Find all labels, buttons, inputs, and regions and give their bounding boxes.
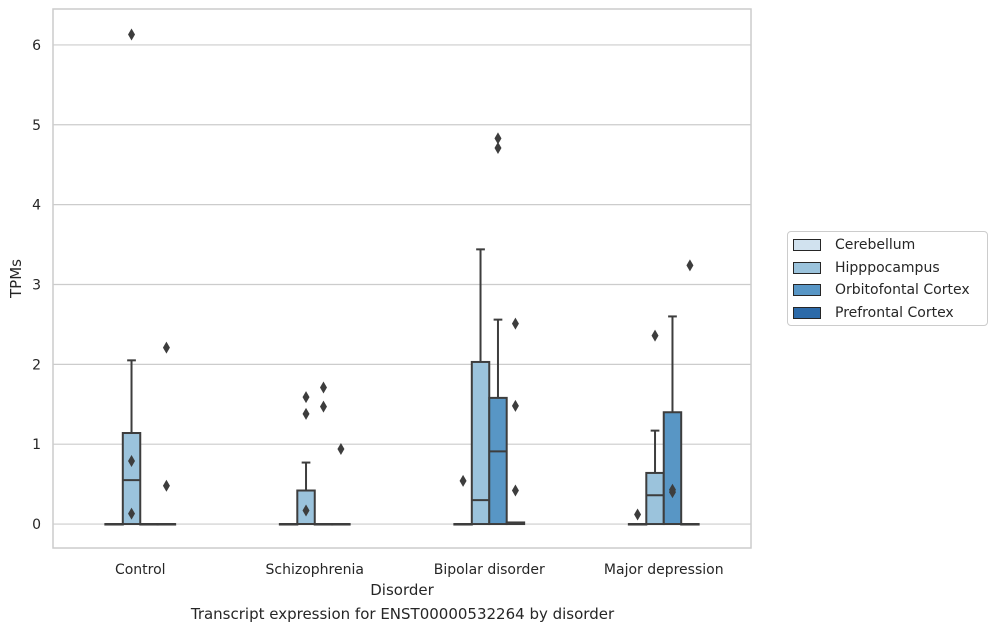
legend-swatch-cerebellum [793, 239, 821, 251]
y-tick-label: 4 [32, 198, 41, 214]
y-tick-label: 3 [32, 277, 41, 293]
box-0-3 [627, 508, 648, 526]
x-axis-title: Disorder [370, 581, 434, 599]
x-tick-label: Major depression [604, 562, 724, 578]
y-tick-label: 5 [32, 118, 41, 134]
legend: Cerebellum Hipppocampus Orbitofontal Cor… [787, 231, 988, 326]
box-1-0 [121, 28, 142, 526]
box-3-0 [156, 341, 177, 526]
box-iqr [662, 411, 683, 526]
legend-label-prefrontal: Prefrontal Cortex [835, 305, 954, 321]
box-1-1 [296, 391, 316, 526]
outlier-point [302, 407, 310, 420]
legend-swatch-hippocampus [793, 262, 821, 274]
outlier-point [337, 442, 345, 455]
x-tick-label: Schizophrenia [266, 562, 364, 578]
box-iqr [488, 396, 508, 526]
box-1-3 [645, 329, 665, 526]
y-axis-title: TPMs [7, 259, 25, 299]
box-2-2 [488, 132, 508, 526]
legend-item-hippocampus: Hipppocampus [793, 258, 940, 278]
outlier-point [668, 486, 676, 499]
plot-frame [52, 8, 752, 549]
outlier-point [634, 508, 642, 521]
legend-item-orbitofrontal: Orbitofontal Cortex [793, 280, 970, 300]
outlier-point [162, 341, 170, 354]
x-tick-label: Control [115, 562, 166, 578]
box-3-1 [331, 442, 351, 526]
outlier-point [511, 317, 519, 330]
box-3-2 [505, 317, 526, 526]
box-0-0 [104, 523, 124, 526]
box-0-1 [278, 523, 299, 526]
outlier-point [302, 391, 310, 404]
outlier-point [162, 479, 170, 492]
y-tick-label: 1 [32, 437, 41, 453]
box-1-2 [470, 248, 491, 526]
box-3-3 [680, 259, 700, 526]
outlier-point [494, 132, 502, 145]
legend-label-cerebellum: Cerebellum [835, 237, 916, 253]
y-tick-label: 0 [32, 517, 41, 533]
box-iqr [121, 432, 142, 526]
outlier-point [494, 141, 502, 154]
outlier-point [686, 259, 694, 272]
outlier-point [511, 484, 519, 497]
y-tick-label: 6 [32, 38, 41, 54]
outlier-point [302, 504, 310, 517]
outlier-point [319, 381, 327, 394]
legend-item-cerebellum: Cerebellum [793, 235, 915, 255]
box-2-1 [313, 381, 334, 526]
outlier-point [459, 474, 467, 487]
outlier-point [651, 329, 659, 342]
legend-swatch-prefrontal [793, 307, 821, 319]
outlier-point [511, 399, 519, 412]
box-2-3 [662, 315, 683, 526]
outlier-point [319, 400, 327, 413]
legend-label-orbitofrontal: Orbitofontal Cortex [835, 282, 970, 298]
x-tick-label: Bipolar disorder [434, 562, 545, 578]
y-tick-label: 2 [32, 357, 41, 373]
legend-label-hippocampus: Hipppocampus [835, 260, 940, 276]
outlier-point [128, 454, 136, 467]
box-0-2 [453, 474, 473, 526]
box-iqr [645, 471, 665, 526]
legend-item-prefrontal: Prefrontal Cortex [793, 303, 954, 323]
legend-swatch-orbitofrontal [793, 284, 821, 296]
box-2-0 [139, 523, 159, 526]
outlier-point [128, 507, 136, 520]
chart-caption: Transcript expression for ENST0000053226… [190, 605, 615, 623]
outlier-point [128, 28, 136, 41]
